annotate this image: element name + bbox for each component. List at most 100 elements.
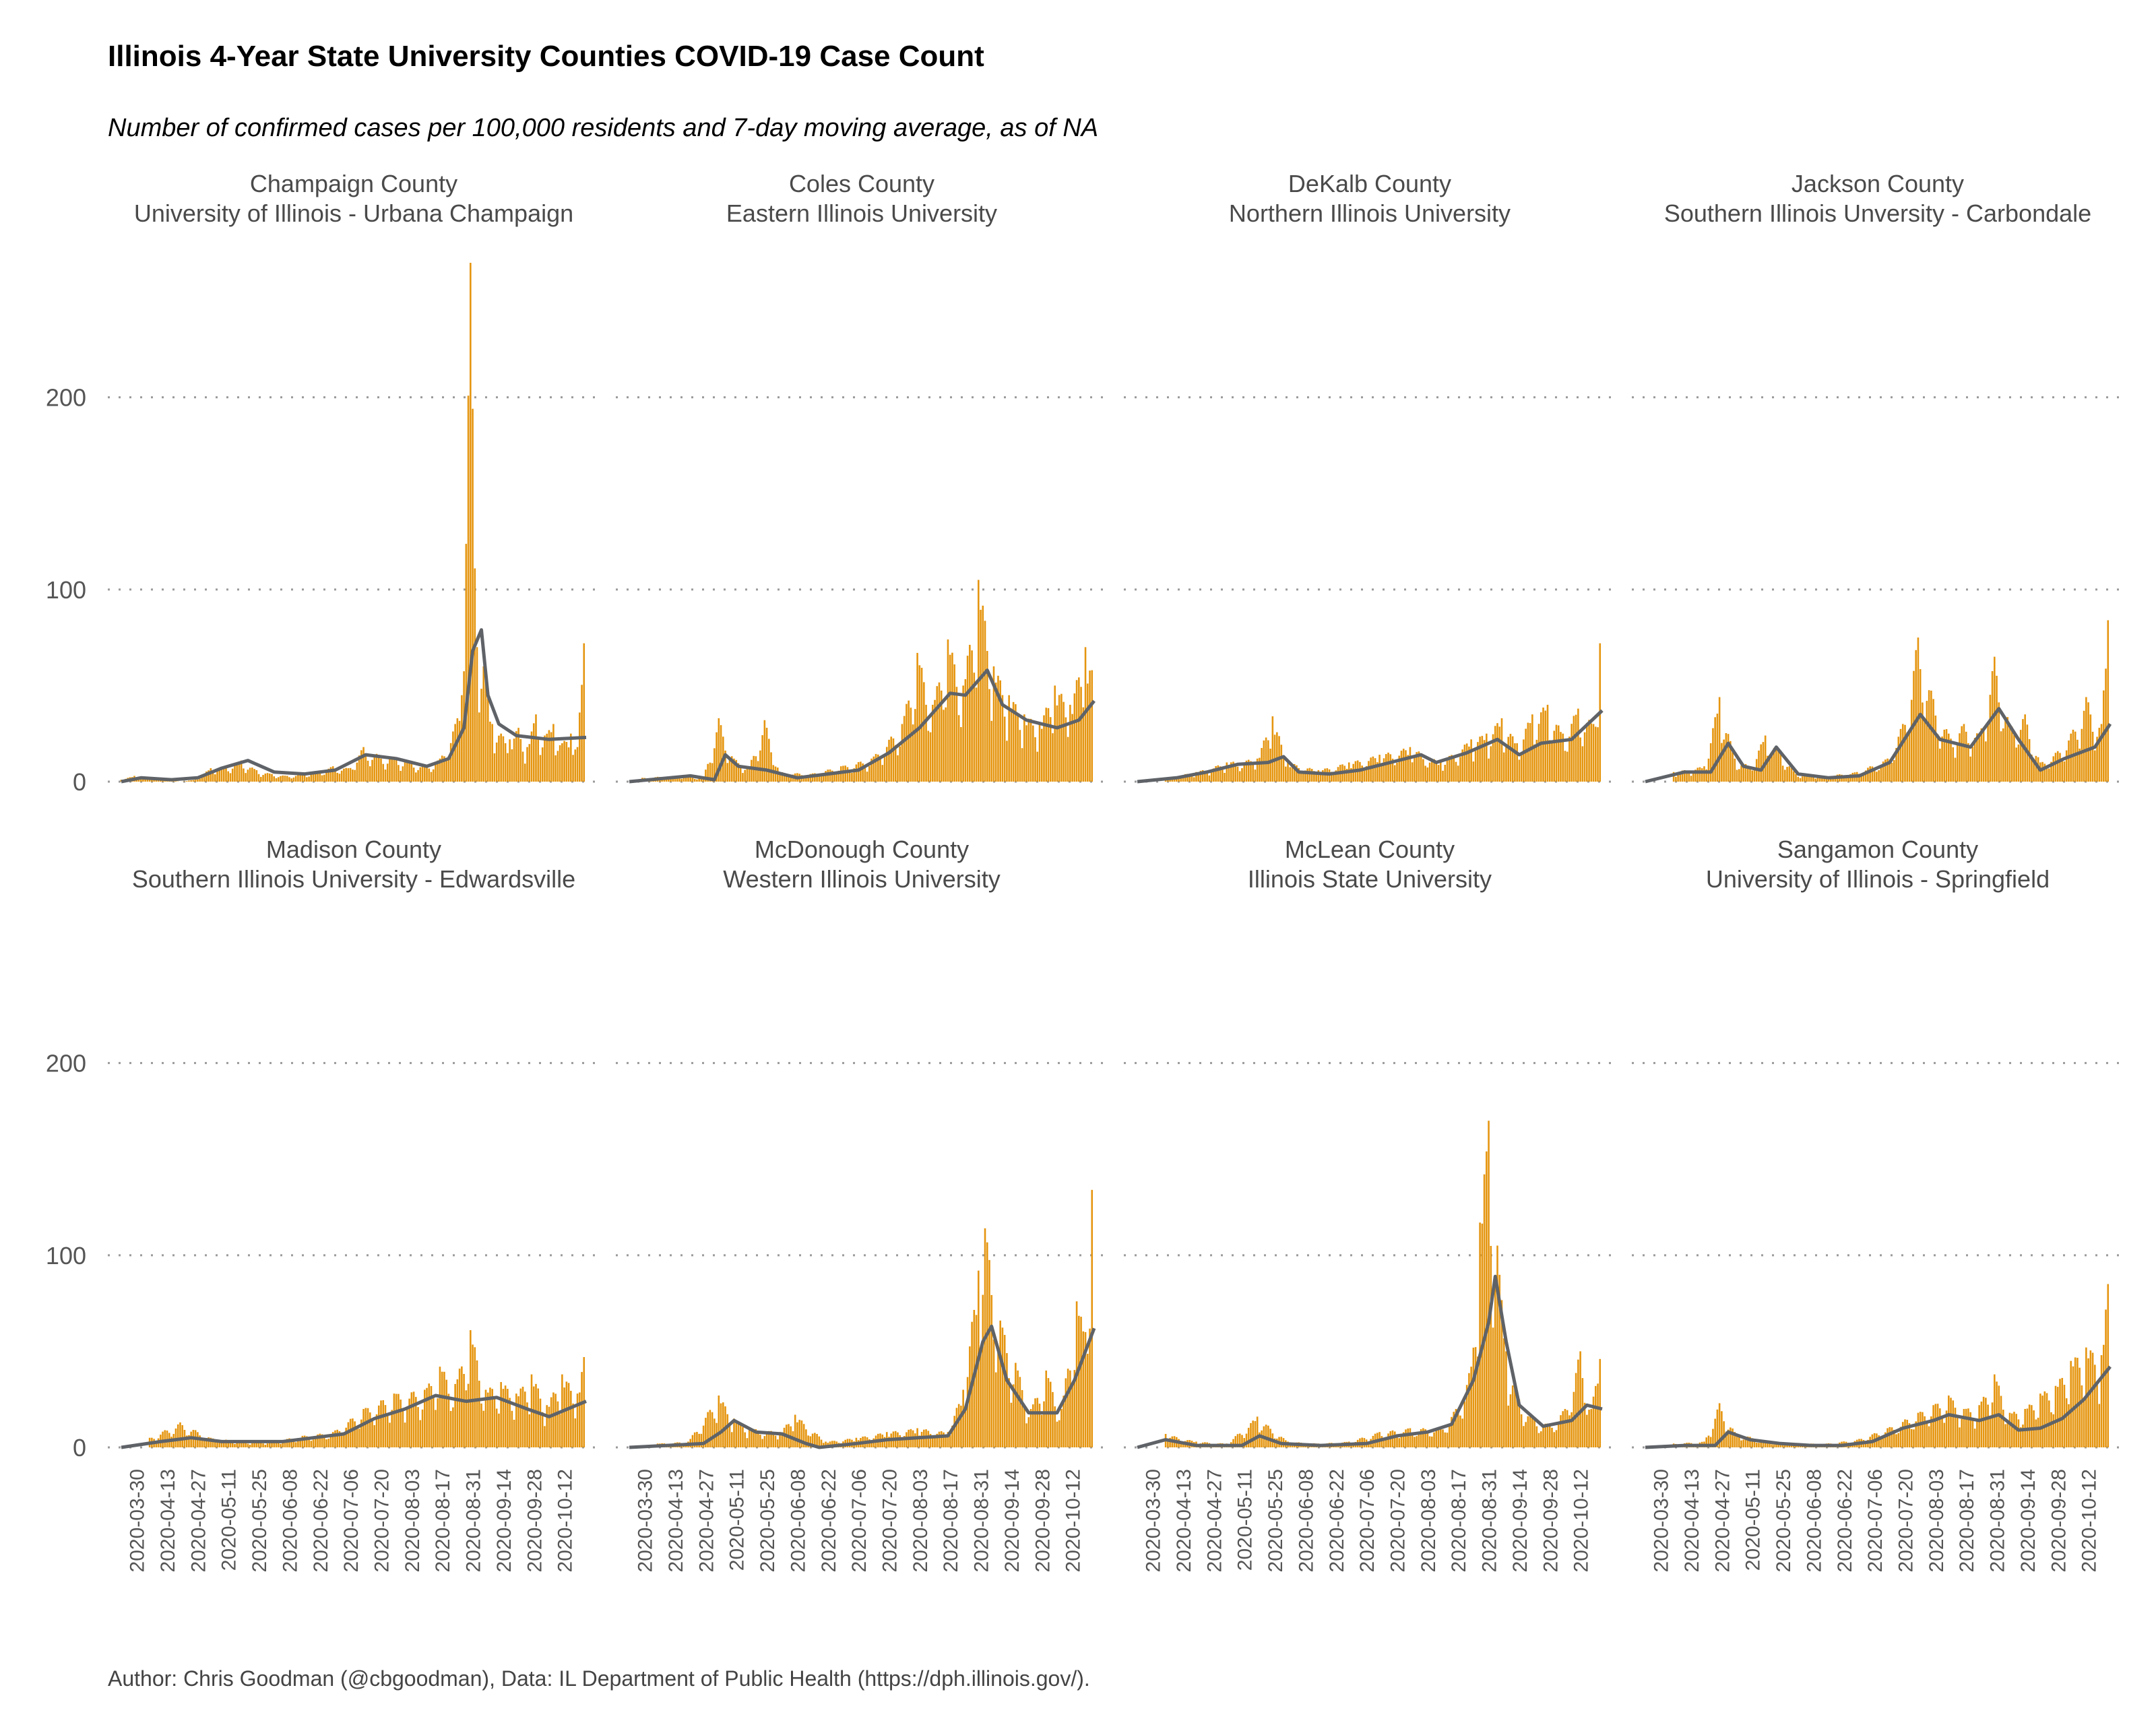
bar [711, 1412, 714, 1447]
bar [1361, 765, 1363, 782]
bar [1012, 1384, 1015, 1447]
bar [382, 1400, 385, 1447]
bar [400, 1400, 402, 1447]
bar [498, 1413, 500, 1447]
bar [1383, 1439, 1385, 1447]
bar [1709, 743, 1712, 782]
bar [1751, 770, 1754, 782]
bar [2107, 620, 2110, 782]
bar [1507, 736, 1509, 782]
bar [1422, 1428, 1424, 1447]
bar [478, 1381, 480, 1447]
bar [465, 544, 468, 782]
bar [441, 1371, 443, 1447]
bar [454, 724, 456, 782]
bar [1490, 1245, 1492, 1447]
bar [1385, 754, 1387, 782]
bar [470, 263, 472, 782]
bar [1071, 714, 1073, 782]
bar [384, 770, 387, 782]
bar [1694, 770, 1697, 782]
bar [435, 764, 437, 782]
bar [251, 767, 253, 782]
bar [975, 687, 978, 782]
bar [1265, 1424, 1267, 1447]
bar [1479, 736, 1481, 782]
bar [1677, 774, 1679, 782]
bar [461, 695, 463, 782]
bar [1463, 745, 1466, 782]
bar [2074, 731, 2076, 782]
bar [1985, 1398, 1987, 1447]
bar [1959, 733, 1961, 782]
bar [236, 1443, 238, 1447]
x-tick-label: 2020-03-30 [127, 1469, 149, 1572]
x-tick-label: 2020-07-20 [1387, 1469, 1409, 1572]
bar [1407, 755, 1409, 782]
bar [554, 755, 557, 782]
bar [1488, 1121, 1490, 1447]
panel-county-label: Sangamon County [1777, 836, 1978, 863]
bar [260, 776, 262, 782]
bar [286, 1439, 288, 1447]
bar [1019, 730, 1021, 782]
bar [1586, 1414, 1588, 1447]
bar [735, 1422, 738, 1447]
bar [759, 1435, 761, 1447]
bar [1684, 770, 1686, 782]
bar [870, 1441, 873, 1447]
bar [2015, 747, 2017, 782]
bar [1451, 1416, 1453, 1447]
bar [238, 1441, 241, 1447]
bar [1801, 776, 1804, 782]
bar [282, 1442, 284, 1447]
bar [1331, 772, 1333, 782]
bar [846, 767, 849, 782]
bar [1965, 1408, 1967, 1447]
panel-university-label: University of Illinois - Urbana Champaig… [134, 199, 573, 227]
bar [447, 756, 450, 782]
bar [1994, 1374, 1996, 1447]
bar [820, 1439, 823, 1447]
bar [746, 1438, 749, 1447]
bar [894, 745, 897, 782]
bar [1751, 1438, 1754, 1447]
bar [2004, 1424, 2006, 1447]
bar [262, 1443, 264, 1447]
bar [1333, 774, 1335, 782]
bar [2010, 726, 2013, 782]
bar [1490, 746, 1492, 782]
bar [1407, 1428, 1409, 1447]
bar [1529, 723, 1531, 782]
bar [1494, 1287, 1496, 1447]
bar [292, 777, 295, 782]
bar [415, 772, 417, 782]
bar [550, 1397, 552, 1447]
bar [1769, 759, 1771, 782]
bar [546, 733, 548, 782]
bar [554, 1393, 557, 1447]
bar [1976, 733, 1978, 782]
bar [1886, 758, 1889, 782]
bar [765, 1433, 768, 1447]
bar [1472, 1347, 1475, 1447]
bar [315, 1436, 317, 1447]
bar [535, 1383, 537, 1447]
bar [277, 1442, 280, 1447]
bar [498, 735, 500, 782]
bar [1531, 1416, 1533, 1447]
bar [709, 762, 711, 782]
bar [310, 1441, 313, 1447]
bar [179, 1422, 181, 1447]
x-tick-label: 2020-04-13 [157, 1469, 179, 1572]
bar [1755, 1443, 1758, 1447]
bar [693, 1432, 696, 1447]
bar [507, 1389, 509, 1447]
bar [312, 773, 315, 782]
bar [1210, 772, 1213, 782]
bar [964, 679, 967, 782]
bar [1779, 753, 1782, 782]
bar [1204, 770, 1206, 782]
bar [1269, 748, 1271, 782]
bar [1442, 770, 1444, 782]
